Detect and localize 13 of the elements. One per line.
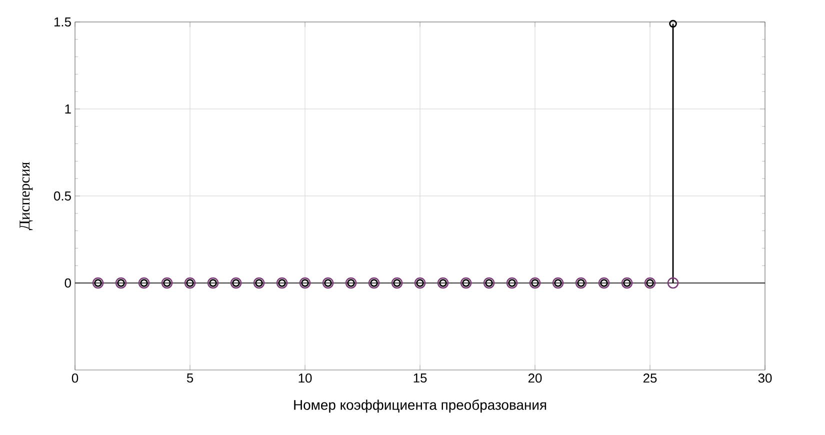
x-tick-label: 25 [643, 374, 657, 383]
x-tick-label: 10 [298, 374, 312, 383]
x-tick-label: 15 [414, 374, 427, 383]
x-tick-label: 20 [528, 374, 542, 383]
y-tick-label: 1.5 [54, 17, 71, 27]
x-tick-label: 30 [758, 374, 772, 383]
x-tick-label: 5 [186, 374, 194, 383]
y-tick-label: 0 [64, 278, 71, 288]
y-tick-label: 1 [65, 104, 71, 114]
x-tick-label: 0 [72, 374, 78, 383]
x-axis-title: Номер коэффициента преобразования [294, 400, 546, 413]
y-axis-title: Дисперсия [20, 162, 33, 230]
y-tick-label: 0.5 [54, 191, 71, 201]
